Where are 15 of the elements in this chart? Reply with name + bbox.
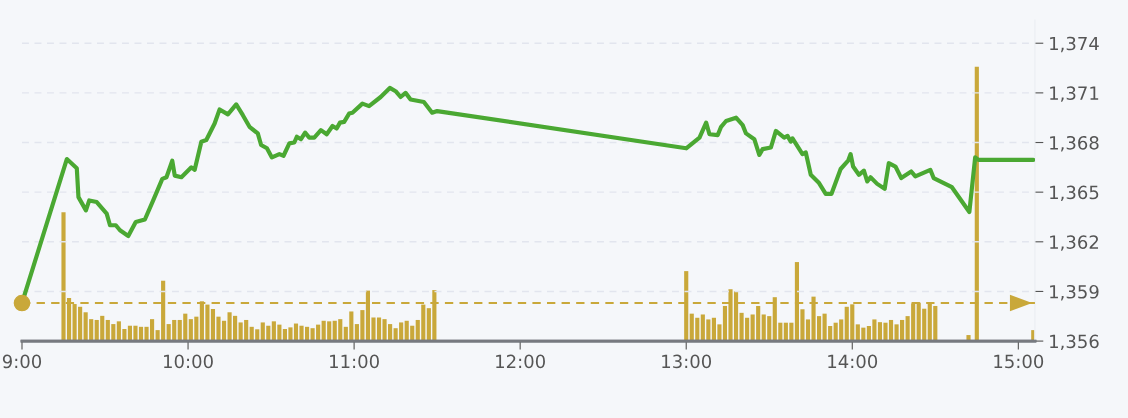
y-tick-label: 1,365 [1050,185,1099,202]
x-tick-label: 15:00 [994,354,1044,369]
y-tick-label: 1,356 [1050,334,1099,351]
y-tick-label: 1,359 [1050,284,1099,301]
bar [966,335,971,342]
y-tick-label: 1,362 [1050,235,1099,251]
y-tick-label: 1,368 [1050,135,1099,152]
y-tick-label: 1,374 [1050,36,1099,53]
x-tick-label: 12:00 [496,354,545,369]
x-tick-label: 11:00 [330,354,379,369]
x-tick-label: 10:00 [164,354,213,369]
x-tick-label: 14:00 [828,354,878,369]
x-tick-label: 9:00 [2,354,42,369]
x-tick-label: 13:00 [662,354,712,369]
y-tick-label: 1,371 [1050,86,1099,102]
